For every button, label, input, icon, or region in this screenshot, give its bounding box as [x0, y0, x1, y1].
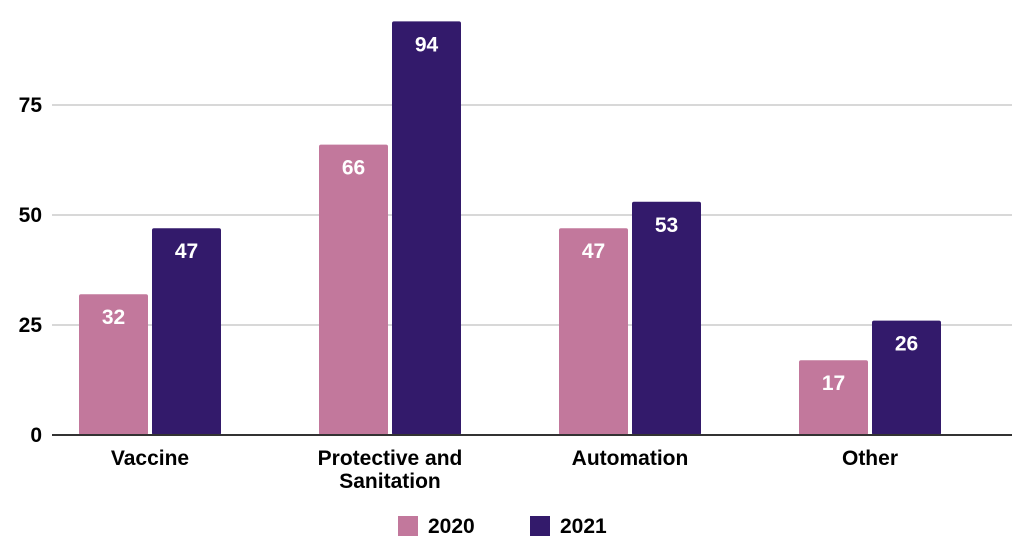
legend-swatch-2021: [530, 516, 550, 536]
category-label-line: Protective and: [318, 447, 463, 470]
data-label: 32: [102, 306, 125, 329]
y-tick-label: 50: [19, 204, 42, 227]
category-labels: Vaccine Protective and Sanitation Automatio…: [111, 447, 898, 493]
data-label: 17: [822, 372, 845, 395]
bar-2020-3: [799, 360, 868, 435]
y-axis-ticks: 0 25 50 75: [19, 94, 43, 447]
data-labels: 32 47 66 94 47 53 17 26: [102, 33, 918, 395]
data-label: 66: [342, 157, 365, 180]
category-label-line: Other: [842, 447, 898, 470]
bar-2020-2: [559, 228, 628, 435]
data-label: 53: [655, 214, 678, 237]
y-tick-label: 75: [19, 94, 43, 117]
category-label: Vaccine: [111, 447, 189, 470]
legend: 2020 2021: [398, 515, 607, 538]
category-label-line: Sanitation: [339, 470, 441, 493]
data-label: 47: [582, 240, 605, 263]
bar-2021-1: [392, 21, 461, 436]
bar-2021-3: [872, 320, 941, 435]
legend-swatch-2020: [398, 516, 418, 536]
bars: [79, 21, 941, 436]
category-label-line: Vaccine: [111, 447, 189, 470]
legend-label: 2020: [428, 515, 475, 538]
data-label: 94: [415, 33, 439, 56]
y-tick-label: 25: [19, 314, 43, 337]
bar-2020-1: [319, 144, 388, 435]
data-label: 47: [175, 240, 198, 263]
bar-2021-0: [152, 228, 221, 435]
data-label: 26: [895, 333, 918, 356]
category-label: Other: [842, 447, 898, 470]
legend-label: 2021: [560, 515, 607, 538]
bar-2020-0: [79, 294, 148, 435]
category-label: Protective and Sanitation: [318, 447, 463, 493]
y-tick-label: 0: [30, 424, 42, 447]
category-label-line: Automation: [572, 447, 689, 470]
category-label: Automation: [572, 447, 689, 470]
bar-2021-2: [632, 201, 701, 435]
